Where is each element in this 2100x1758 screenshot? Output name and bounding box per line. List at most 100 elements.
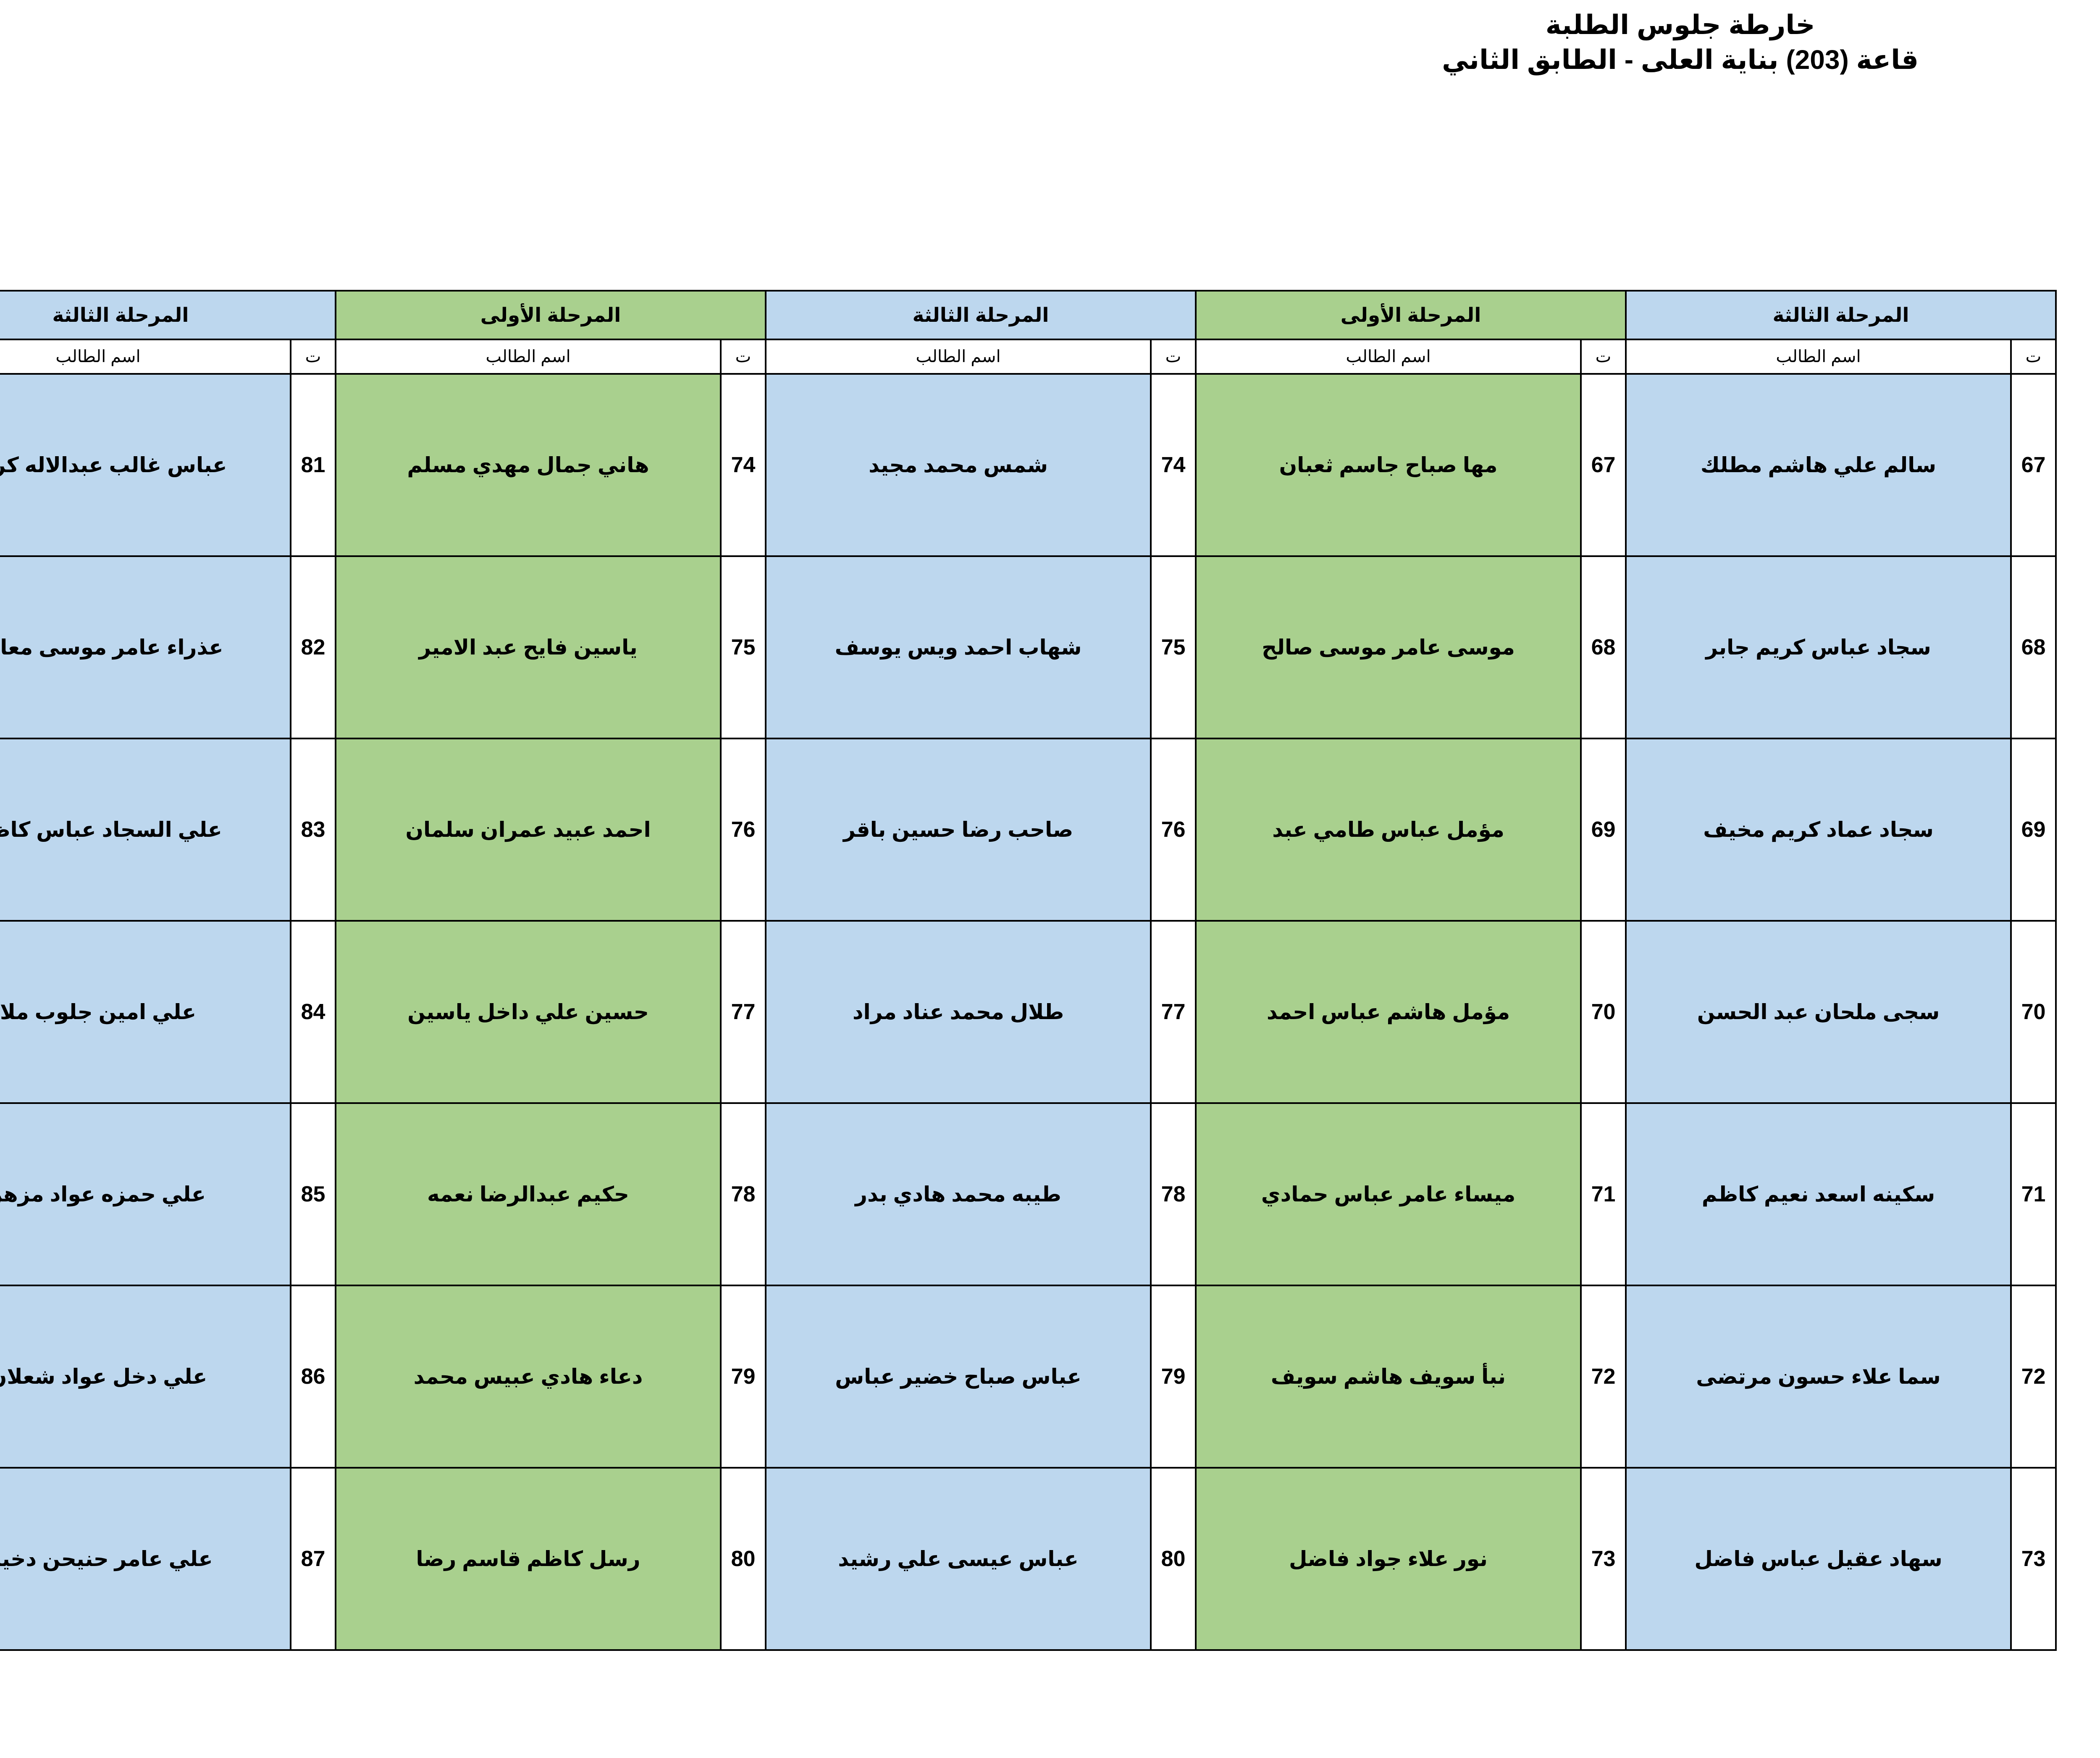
table-row: 68 سجاد عباس كريم جابر 68 موسى عامر موسى صا… — [0, 555, 2057, 739]
student-name-cell: علي دخل عواد شعلان — [0, 1285, 291, 1469]
seat-number-cell: 67 — [2010, 373, 2057, 557]
student-name-cell: سهاد عقيل عباس فاضل — [1625, 1467, 2012, 1651]
student-name-cell: عباس صباح خضير عباس — [765, 1285, 1152, 1469]
seat-number-cell: 74 — [1150, 373, 1197, 557]
student-name-cell: صاحب رضا حسين باقر — [765, 738, 1152, 922]
column-header-name-5: اسم الطالب — [0, 339, 291, 375]
student-name-cell: علي امين جلوب ملا — [0, 920, 291, 1104]
student-name-cell: علي عامر حنيحن دخيل — [0, 1467, 291, 1651]
seat-number-cell: 81 — [290, 373, 336, 557]
student-name-cell: شهاب احمد ويس يوسف — [765, 555, 1152, 739]
column-header-number-4: ت — [720, 339, 766, 375]
document-title-line-2: قاعة (203) بناية العلى - الطابق الثاني — [1442, 45, 1919, 75]
seat-number-cell: 83 — [290, 738, 336, 922]
student-name-cell: نور علاء جواد فاضل — [1195, 1467, 1582, 1651]
student-name-cell: ياسين فايح عبد الامير — [335, 555, 722, 739]
stage-header-group-1: المرحلة الثالثة — [1625, 290, 2057, 340]
table-row: 73 سهاد عقيل عباس فاضل 73 نور علاء جواد فاض… — [0, 1467, 2057, 1651]
seat-number-cell: 79 — [1150, 1285, 1197, 1469]
seat-number-cell: 86 — [290, 1285, 336, 1469]
seat-number-cell: 75 — [720, 555, 766, 739]
student-name-cell: مؤمل عباس طامي عبد — [1195, 738, 1582, 922]
seat-number-cell: 73 — [2010, 1467, 2057, 1651]
table-row: 70 سجى ملحان عبد الحسن 70 مؤمل هاشم عباس اح… — [0, 920, 2057, 1104]
student-name-cell: علي السجاد عباس كاظم — [0, 738, 291, 922]
student-name-cell: نبأ سويف هاشم سويف — [1195, 1285, 1582, 1469]
seat-number-cell: 73 — [1580, 1467, 1627, 1651]
table-head: المرحلة الثالثة المرحلة الأولى المرحلة ا… — [0, 290, 2057, 375]
student-name-cell: عباس غالب عبدالاله كريم — [0, 373, 291, 557]
student-name-cell: موسى عامر موسى صالح — [1195, 555, 1582, 739]
seat-number-cell: 85 — [290, 1102, 336, 1286]
column-header-number-2: ت — [1580, 339, 1627, 375]
student-name-cell: سالم علي هاشم مطلك — [1625, 373, 2012, 557]
seat-number-cell: 80 — [1150, 1467, 1197, 1651]
seat-number-cell: 68 — [1580, 555, 1627, 739]
column-header-name-3: اسم الطالب — [765, 339, 1152, 375]
student-name-cell: سما علاء حسون مرتضى — [1625, 1285, 2012, 1469]
seating-chart-table: المرحلة الثالثة المرحلة الأولى المرحلة ا… — [0, 290, 2057, 1651]
student-name-cell: سجاد عباس كريم جابر — [1625, 555, 2012, 739]
column-header-row: ت اسم الطالب ت اسم الطالب ت اسم الطالب ت… — [0, 339, 2057, 375]
table-row: 72 سما علاء حسون مرتضى 72 نبأ سويف هاشم سوي… — [0, 1285, 2057, 1469]
student-name-cell: هاني جمال مهدي مسلم — [335, 373, 722, 557]
table-body: 67 سالم علي هاشم مطلك 67 مها صباح جاسم ثعبا… — [0, 373, 2057, 1651]
student-name-cell: مها صباح جاسم ثعبان — [1195, 373, 1582, 557]
student-name-cell: احمد عبيد عمران سلمان — [335, 738, 722, 922]
seat-number-cell: 82 — [290, 555, 336, 739]
document-title-block: خارطة جلوس الطلبة قاعة (203) بناية العلى… — [1114, 8, 1919, 77]
seat-number-cell: 78 — [720, 1102, 766, 1286]
stage-header-group-5: المرحلة الثالثة — [0, 290, 336, 340]
student-name-cell: علي حمزه عواد مزهر — [0, 1102, 291, 1286]
student-name-cell: رسل كاظم قاسم رضا — [335, 1467, 722, 1651]
seat-number-cell: 71 — [2010, 1102, 2057, 1286]
stage-header-group-2: المرحلة الأولى — [1195, 290, 1627, 340]
seating-chart-container: المرحلة الثالثة المرحلة الأولى المرحلة ا… — [0, 290, 2057, 1651]
column-header-name-4: اسم الطالب — [335, 339, 722, 375]
seat-number-cell: 69 — [2010, 738, 2057, 922]
student-name-cell: عباس عيسى علي رشيد — [765, 1467, 1152, 1651]
stage-header-row: المرحلة الثالثة المرحلة الأولى المرحلة ا… — [0, 290, 2057, 340]
seat-number-cell: 70 — [1580, 920, 1627, 1104]
seat-number-cell: 76 — [720, 738, 766, 922]
student-name-cell: شمس محمد مجيد — [765, 373, 1152, 557]
page-header: خارطة جلوس الطلبة قاعة (203) بناية العلى… — [0, 0, 2100, 235]
seat-number-cell: 74 — [720, 373, 766, 557]
seat-number-cell: 72 — [2010, 1285, 2057, 1469]
student-name-cell: سجى ملحان عبد الحسن — [1625, 920, 2012, 1104]
stage-header-group-3: المرحلة الثالثة — [765, 290, 1197, 340]
document-title-line-1: خارطة جلوس الطلبة — [1545, 10, 1815, 40]
seat-number-cell: 75 — [1150, 555, 1197, 739]
seat-number-cell: 77 — [720, 920, 766, 1104]
student-name-cell: طلال محمد عناد مراد — [765, 920, 1152, 1104]
student-name-cell: سجاد عماد كريم مخيف — [1625, 738, 2012, 922]
student-name-cell: حكيم عبدالرضا نعمه — [335, 1102, 722, 1286]
table-row: 69 سجاد عماد كريم مخيف 69 مؤمل عباس طامي عب… — [0, 738, 2057, 922]
seat-number-cell: 71 — [1580, 1102, 1627, 1286]
seat-number-cell: 76 — [1150, 738, 1197, 922]
seat-number-cell: 68 — [2010, 555, 2057, 739]
seat-number-cell: 87 — [290, 1467, 336, 1651]
student-name-cell: حسين علي داخل ياسين — [335, 920, 722, 1104]
student-name-cell: دعاء هادي عبيس محمد — [335, 1285, 722, 1469]
student-name-cell: مؤمل هاشم عباس احمد — [1195, 920, 1582, 1104]
student-name-cell: ميساء عامر عباس حمادي — [1195, 1102, 1582, 1286]
seat-number-cell: 77 — [1150, 920, 1197, 1104]
table-row: 67 سالم علي هاشم مطلك 67 مها صباح جاسم ثعبا… — [0, 373, 2057, 557]
column-header-name-1: اسم الطالب — [1625, 339, 2012, 375]
column-header-number-1: ت — [2010, 339, 2057, 375]
column-header-number-3: ت — [1150, 339, 1197, 375]
student-name-cell: طيبه محمد هادي بدر — [765, 1102, 1152, 1286]
student-name-cell: سكينه اسعد نعيم كاظم — [1625, 1102, 2012, 1286]
seat-number-cell: 79 — [720, 1285, 766, 1469]
column-header-name-2: اسم الطالب — [1195, 339, 1582, 375]
column-header-number-5: ت — [290, 339, 336, 375]
seat-number-cell: 84 — [290, 920, 336, 1104]
seat-number-cell: 80 — [720, 1467, 766, 1651]
seat-number-cell: 70 — [2010, 920, 2057, 1104]
seat-number-cell: 78 — [1150, 1102, 1197, 1286]
seat-number-cell: 72 — [1580, 1285, 1627, 1469]
student-name-cell: عذراء عامر موسى معارج — [0, 555, 291, 739]
table-row: 71 سكينه اسعد نعيم كاظم 71 ميساء عامر عباس … — [0, 1102, 2057, 1286]
seat-number-cell: 67 — [1580, 373, 1627, 557]
